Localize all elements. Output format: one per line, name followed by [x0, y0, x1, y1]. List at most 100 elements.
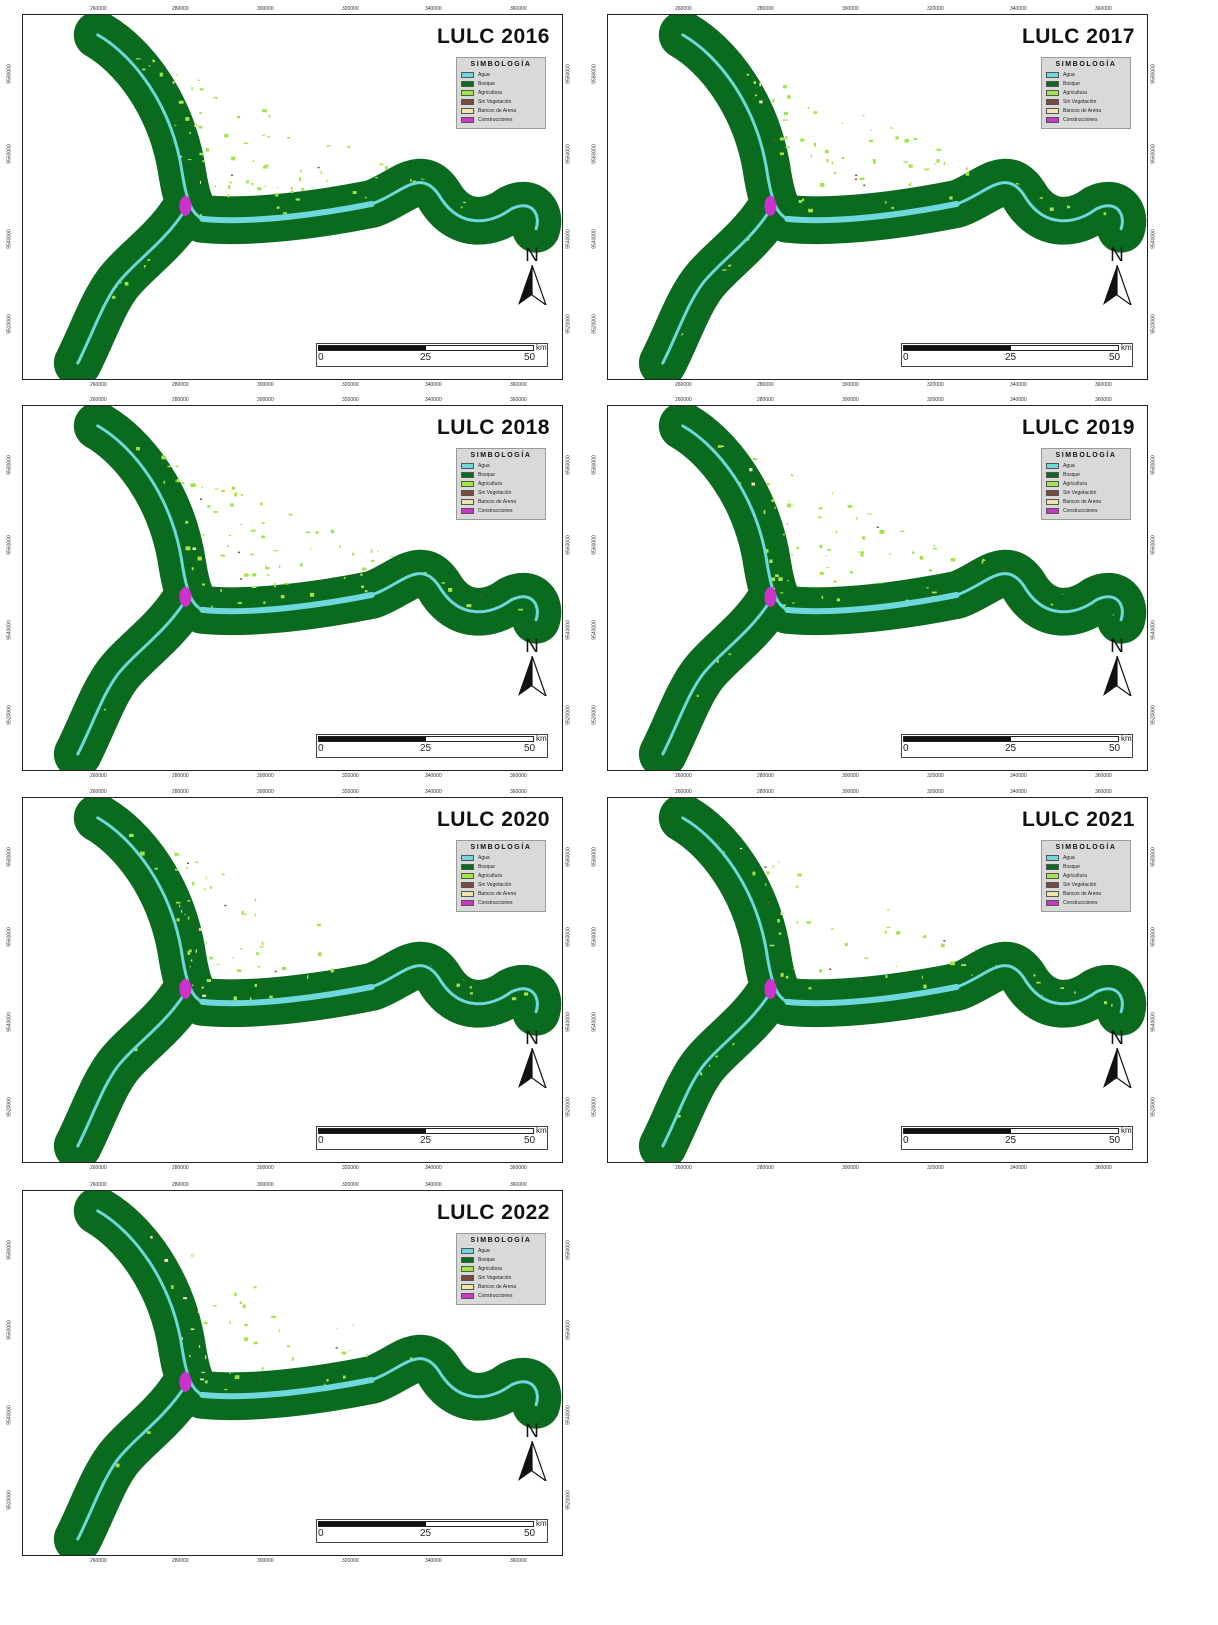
legend-title: SIMBOLOGÍA — [470, 61, 532, 68]
x-tick-top: 340000 — [425, 397, 442, 403]
north-arrow-icon — [518, 1048, 547, 1088]
x-tick-bottom: 280000 — [172, 382, 189, 388]
legend-item: Sin Vegetación — [461, 880, 541, 889]
x-tick-top: 320000 — [342, 1182, 359, 1188]
legend-item: Agricultura — [461, 479, 541, 488]
legend-item: Construcciones — [461, 506, 541, 515]
x-tick-bottom: 300000 — [842, 773, 859, 779]
x-tick-top: 280000 — [757, 6, 774, 12]
legend: SIMBOLOGÍA Agua Bosque Agricultura Sin Veget… — [456, 448, 546, 520]
x-tick-top: 320000 — [927, 789, 944, 795]
urban-area — [764, 979, 777, 999]
urban-area — [764, 587, 777, 607]
legend-label: Construcciones — [478, 116, 513, 123]
map-title: LULC 2016 — [436, 25, 550, 48]
legend-swatch — [1046, 881, 1059, 888]
legend-swatch — [461, 890, 474, 897]
x-tick-top: 280000 — [757, 789, 774, 795]
legend-title: SIMBOLOGÍA — [470, 844, 532, 851]
y-tick-right: 9580000 — [1150, 847, 1157, 867]
y-tick-left: 9580000 — [591, 847, 598, 867]
legend-item: Bosque — [1046, 79, 1126, 88]
legend-swatch — [1046, 863, 1059, 870]
map-frame: LULC 2022 SIMBOLOGÍA Agua Bosque Agricultura… — [22, 1190, 563, 1556]
scale-bar: km 0 25 50 — [901, 1126, 1133, 1152]
x-tick-bottom: 360000 — [510, 382, 527, 388]
x-tick-bottom: 360000 — [1095, 773, 1112, 779]
legend-label: Agua — [1063, 462, 1075, 469]
y-tick-left: 9520000 — [591, 1097, 598, 1117]
x-tick-bottom: 300000 — [842, 1165, 859, 1171]
x-tick-top: 340000 — [1010, 789, 1027, 795]
north-letter: N — [1110, 1028, 1124, 1049]
river-main-channel — [784, 983, 960, 1007]
legend-item: Sin Vegetación — [1046, 97, 1126, 106]
map-panel: LULC 2019 SIMBOLOGÍA Agua Bosque Agricultura… — [592, 397, 1157, 779]
y-tick-right: 9540000 — [1150, 1012, 1157, 1032]
x-tick-bottom: 360000 — [1095, 382, 1112, 388]
legend-title: SIMBOLOGÍA — [1055, 61, 1117, 68]
legend-item: Bancos de Arena — [1046, 889, 1126, 898]
x-tick-bottom: 340000 — [1010, 1165, 1027, 1171]
urban-area — [179, 196, 192, 216]
y-tick-left: 9580000 — [6, 1240, 13, 1260]
map-title: LULC 2020 — [436, 808, 550, 831]
legend-title: SIMBOLOGÍA — [470, 1237, 532, 1244]
x-tick-top: 340000 — [425, 1182, 442, 1188]
north-arrow-icon — [1103, 656, 1132, 696]
y-tick-right: 9520000 — [1150, 705, 1157, 725]
legend-swatch — [1046, 98, 1059, 105]
scale-tick: 0 — [903, 352, 909, 363]
x-tick-bottom: 260000 — [675, 1165, 692, 1171]
y-tick-left: 9540000 — [591, 229, 598, 249]
legend-item: Bancos de Arena — [461, 889, 541, 898]
x-tick-bottom: 340000 — [425, 1558, 442, 1564]
x-tick-bottom: 320000 — [927, 382, 944, 388]
legend-item: Sin Vegetación — [1046, 880, 1126, 889]
y-tick-right: 9520000 — [565, 1097, 572, 1117]
legend-item: Sin Vegetación — [461, 488, 541, 497]
x-tick-top: 300000 — [257, 6, 274, 12]
y-tick-left: 9520000 — [591, 314, 598, 334]
x-tick-bottom: 280000 — [172, 1165, 189, 1171]
legend-swatch — [461, 881, 474, 888]
y-tick-right: 9560000 — [565, 1320, 572, 1340]
legend-item: Bancos de Arena — [1046, 497, 1126, 506]
x-tick-top: 260000 — [90, 1182, 107, 1188]
legend-item: Construcciones — [1046, 115, 1126, 124]
x-tick-top: 340000 — [425, 789, 442, 795]
y-tick-left: 9520000 — [6, 1097, 13, 1117]
map-title: LULC 2018 — [436, 416, 550, 439]
x-tick-top: 300000 — [842, 397, 859, 403]
legend-label: Sin Vegetación — [1063, 98, 1097, 105]
x-tick-bottom: 360000 — [1095, 1165, 1112, 1171]
scale-unit: km — [1121, 1126, 1132, 1135]
x-tick-bottom: 300000 — [257, 382, 274, 388]
legend-item: Agricultura — [1046, 871, 1126, 880]
legend-item: Agua — [461, 853, 541, 862]
legend-label: Bancos de Arena — [1063, 107, 1102, 114]
legend-title: SIMBOLOGÍA — [470, 452, 532, 459]
x-tick-top: 280000 — [757, 397, 774, 403]
legend-item: Agricultura — [461, 871, 541, 880]
x-tick-bottom: 320000 — [342, 1558, 359, 1564]
y-tick-left: 9580000 — [591, 455, 598, 475]
river-main-channel — [784, 591, 960, 615]
legend-item: Agua — [461, 461, 541, 470]
x-tick-top: 340000 — [425, 6, 442, 12]
legend-item: Sin Vegetación — [461, 1273, 541, 1282]
legend-label: Sin Vegetación — [478, 489, 512, 496]
legend-label: Agua — [478, 1247, 490, 1254]
scale-tick: 25 — [1005, 352, 1017, 363]
legend-swatch — [461, 507, 474, 514]
legend-label: Sin Vegetación — [478, 881, 512, 888]
urban-area — [764, 196, 777, 216]
y-tick-left: 9560000 — [6, 535, 13, 555]
legend-label: Bancos de Arena — [1063, 890, 1102, 897]
legend-swatch — [461, 899, 474, 906]
y-tick-left: 9520000 — [6, 1490, 13, 1510]
scale-tick: 50 — [1109, 1135, 1121, 1146]
lulc-map — [53, 15, 562, 379]
legend-item: Bancos de Arena — [461, 497, 541, 506]
legend-item: Construcciones — [461, 898, 541, 907]
